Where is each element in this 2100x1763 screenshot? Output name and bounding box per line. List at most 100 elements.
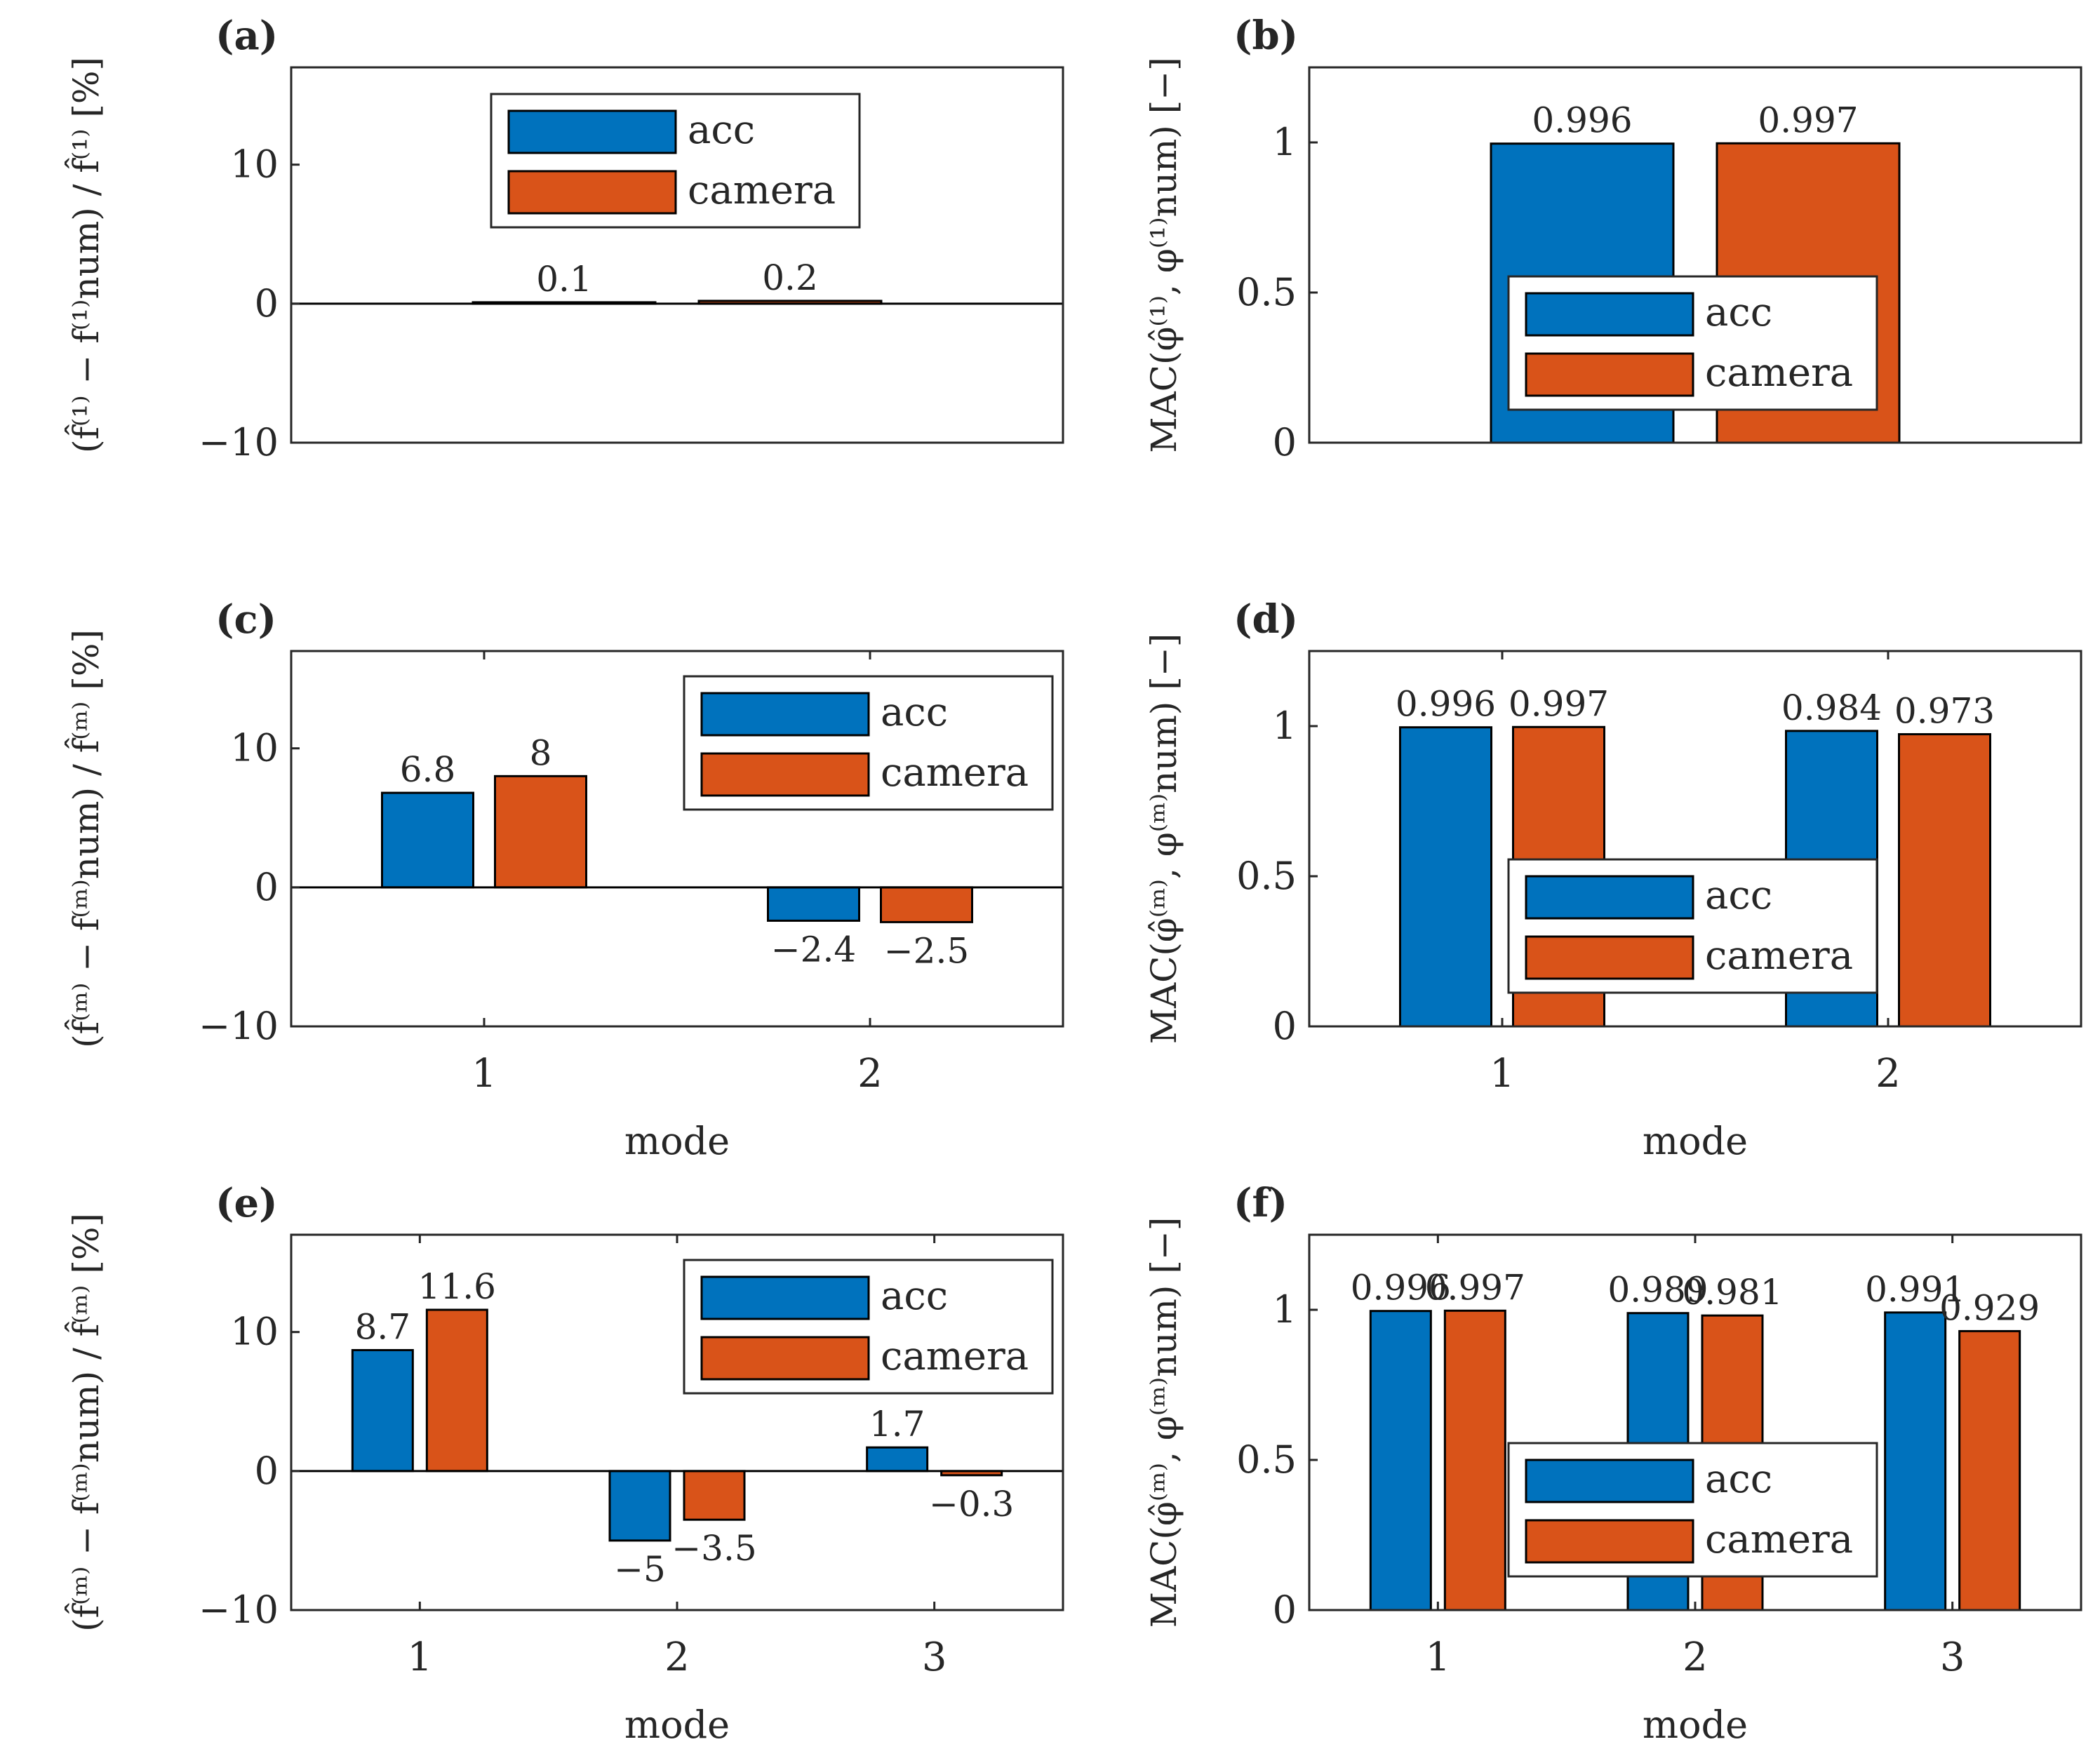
data-label-camera-mode-2: −2.5 [884,930,969,971]
data-label-camera-mode-1: 0.2 [762,257,818,298]
bar-camera-mode-1 [494,775,587,889]
data-label-acc-mode-3: 0.991 [1865,1269,1965,1310]
legend-swatch-camera [507,170,677,215]
bar-acc-mode-3 [1884,1311,1947,1611]
y-tick-label: 0 [1273,420,1297,464]
data-label-acc-mode-1: 0.1 [536,259,592,300]
panel-label: (e) [215,1180,278,1226]
data-label-camera-mode-2: −3.5 [671,1528,756,1569]
y-axis-label: MAC(φ̂⁽ᵐ⁾, φ⁽ᵐ⁾num) [−] [1144,1217,1184,1628]
bar-camera-mode-1 [425,1308,488,1473]
legend-swatch-camera [700,1336,870,1381]
chart-panel-e: 8.7 −5 1.7 11.6 −3.5 −0.3 10 0 −10 1 2 3 mode (e) (f̂⁽… [64,1180,1064,1747]
axes-box [290,66,1064,444]
y-axis-label: (f̂⁽¹⁾ − f⁽¹⁾num) / f̂⁽¹⁾ [%] [64,57,107,453]
y-tick-label: 10 [230,726,279,770]
y-tick-label: 1 [1273,1287,1297,1332]
y-tick-label: 0.5 [1236,270,1297,314]
data-label-camera-mode-1: 11.6 [418,1266,496,1307]
bar-camera-mode-2 [880,886,973,923]
data-label-acc-mode-2: 0.989 [1607,1270,1708,1310]
data-label-acc-mode-1: 0.996 [1396,684,1496,725]
legend-swatch-acc [507,109,677,154]
data-label-acc-mode-1: 6.8 [400,749,456,790]
x-tick-label: 1 [1490,1051,1515,1097]
legend-swatch-camera [700,752,870,797]
legend-label-acc: acc [881,690,948,735]
x-axis-label: mode [624,1703,730,1747]
legend-label-camera: camera [1705,933,1853,979]
y-tick-label: 0 [1273,1588,1297,1632]
data-label-acc-mode-1: 0.996 [1351,1268,1451,1308]
panel-label: (b) [1233,13,1298,59]
data-label-camera-mode-1: 0.997 [1425,1267,1525,1308]
legend: acc camera [1507,275,1878,411]
data-label-camera-mode-3: 0.929 [1939,1287,2040,1328]
y-tick-label: 0 [1273,1004,1297,1048]
x-axis-label: mode [624,1119,730,1163]
legend-label-acc: acc [688,107,755,153]
data-label-camera-mode-1: 0.997 [1758,100,1858,140]
legend-label-acc: acc [881,1273,948,1319]
y-axis-label: MAC(φ̂⁽ᵐ⁾, φ⁽ᵐ⁾num) [−] [1144,634,1184,1044]
chart-panel-a: 0.1 0.2 10 0 −10 (a) (f̂⁽¹⁾ − f⁽¹⁾num) / f̂⁽¹⁾… [64,13,1064,464]
legend-label-camera: camera [881,1334,1029,1379]
legend: acc camera [1507,1442,1878,1578]
bar-acc-mode-2 [608,1470,671,1542]
chart-panel-b: 0.996 0.997 1 0.5 0 (b) MAC(φ̂⁽¹⁾, φ⁽¹⁾num) [−… [1144,13,2082,464]
bar-camera-mode-2 [683,1470,746,1521]
panel-label: (d) [1233,596,1298,643]
panel-label: (a) [215,13,278,59]
legend-swatch-camera [1525,352,1694,397]
bar-acc-mode-3 [866,1446,929,1473]
data-label-acc-mode-2: −5 [614,1549,666,1590]
legend-label-camera: camera [881,750,1029,796]
legend-label-acc: acc [1705,873,1772,918]
data-label-camera-mode-3: −0.3 [929,1484,1014,1524]
legend: acc camera [683,1259,1054,1395]
x-tick-label: 3 [922,1635,947,1680]
x-tick-label: 1 [1426,1635,1451,1680]
y-tick-label: 10 [230,1310,279,1354]
legend-label-camera: camera [1705,1517,1853,1562]
y-axis-label: MAC(φ̂⁽¹⁾, φ⁽¹⁾num) [−] [1144,57,1184,453]
y-axis-label: (f̂⁽ᵐ⁾ − f⁽ᵐ⁾num) / f̂⁽ᵐ⁾ [%] [64,1213,107,1632]
x-tick-label: 2 [1875,1051,1901,1097]
y-tick-label: 0 [255,865,279,909]
panel-label: (f) [1233,1180,1288,1226]
y-tick-label: 1 [1273,704,1297,748]
bar-acc-mode-1 [1369,1310,1432,1611]
data-label-camera-mode-2: 0.973 [1894,691,1995,732]
legend-swatch-camera [1525,935,1694,980]
legend-label-acc: acc [1705,290,1772,335]
y-tick-label: 0 [255,281,279,326]
y-tick-label: 1 [1273,120,1297,164]
legend-label-camera: camera [688,168,836,213]
x-axis-label: mode [1643,1703,1748,1747]
data-label-acc-mode-1: 8.7 [355,1306,411,1347]
bar-camera-mode-2 [1898,733,1991,1028]
y-tick-label: 0.5 [1236,1437,1297,1482]
data-label-camera-mode-2: 0.981 [1682,1272,1782,1313]
bar-camera-mode-1 [1443,1309,1506,1611]
x-tick-label: 1 [408,1635,433,1680]
chart-panel-f: 0.996 0.989 0.991 0.997 0.981 0.929 1 0.5 0 1 2 3 mo… [1144,1180,2082,1747]
legend: acc camera [683,675,1054,811]
panel-label: (c) [215,596,276,643]
chart-panel-d: 0.996 0.984 0.997 0.973 1 0.5 0 1 2 mode (d) MAC(φ̂… [1144,596,2082,1163]
y-tick-label: 10 [230,142,279,187]
legend-swatch-acc [1525,1459,1694,1503]
bar-acc-mode-1 [381,791,474,889]
x-axis-label: mode [1643,1119,1748,1163]
data-label-camera-mode-1: 8 [530,732,552,773]
x-tick-label: 2 [857,1051,883,1097]
y-tick-label: −10 [199,1588,279,1632]
legend-swatch-camera [1525,1519,1694,1564]
data-label-acc-mode-2: −2.4 [771,929,856,970]
axes-box [1308,650,2082,1028]
bar-acc-mode-2 [767,886,860,922]
y-tick-label: −10 [199,420,279,464]
y-tick-label: 0.5 [1236,854,1297,898]
y-tick-label: −10 [199,1004,279,1048]
